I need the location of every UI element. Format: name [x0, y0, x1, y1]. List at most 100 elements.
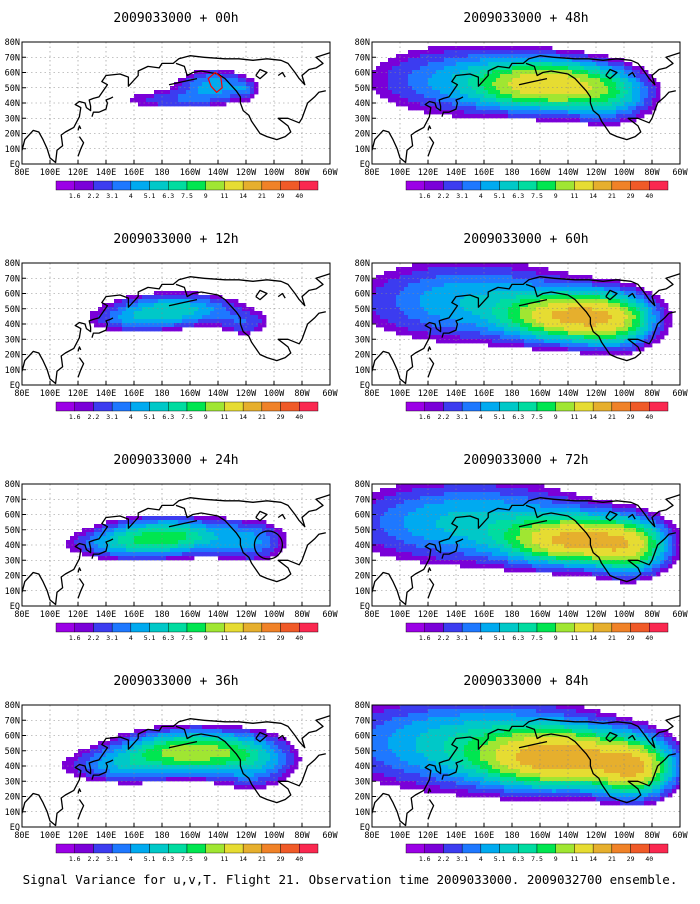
field-cell	[600, 283, 604, 287]
colorbar-label: 14	[239, 855, 247, 863]
field-cell	[528, 343, 532, 347]
field-cell	[596, 319, 600, 323]
field-cell	[520, 66, 524, 70]
colorbar-swatch	[593, 181, 612, 190]
field-cell	[488, 98, 492, 102]
field-cell	[460, 275, 464, 279]
field-cell	[278, 757, 282, 761]
field-cell	[166, 757, 170, 761]
field-cell	[278, 528, 282, 532]
field-cell	[444, 307, 448, 311]
field-cell	[376, 307, 380, 311]
field-cell	[516, 307, 520, 311]
field-cell	[596, 74, 600, 78]
field-cell	[372, 500, 376, 504]
field-cell	[262, 536, 266, 540]
field-cell	[456, 114, 460, 118]
field-cell	[572, 118, 576, 122]
field-cell	[190, 82, 194, 86]
field-cell	[624, 66, 628, 70]
field-cell	[472, 50, 476, 54]
field-cell	[460, 62, 464, 66]
colorbar-swatch	[187, 844, 206, 853]
field-cell	[436, 271, 440, 275]
colorbar-label: 21	[258, 634, 266, 642]
field-cell	[146, 98, 150, 102]
y-tick-label: 80N	[355, 38, 370, 48]
field-cell	[504, 299, 508, 303]
field-cell	[484, 283, 488, 287]
field-cell	[400, 74, 404, 78]
field-cell	[250, 536, 254, 540]
field-cell	[596, 78, 600, 82]
field-cell	[380, 540, 384, 544]
map-panel-48h: 2009033000 + 48hEQ10N20N30N40N50N60N70N8…	[355, 11, 689, 200]
field-cell	[524, 267, 528, 271]
field-cell	[596, 62, 600, 66]
field-cell	[572, 102, 576, 106]
field-cell	[616, 118, 620, 122]
field-cell	[560, 106, 564, 110]
field-cell	[122, 327, 126, 331]
y-tick-label: 30N	[5, 335, 20, 345]
field-cell	[528, 98, 532, 102]
field-cell	[206, 319, 210, 323]
field-cell	[392, 74, 396, 78]
field-cell	[520, 307, 524, 311]
field-cell	[448, 50, 452, 54]
field-cell	[218, 536, 222, 540]
field-cell	[576, 90, 580, 94]
field-cell	[262, 540, 266, 544]
field-cell	[512, 335, 516, 339]
field-cell	[210, 102, 214, 106]
field-cell	[496, 303, 500, 307]
field-cell	[504, 323, 508, 327]
field-cell	[210, 737, 214, 741]
field-cell	[138, 524, 142, 528]
field-cell	[524, 319, 528, 323]
field-cell	[548, 82, 552, 86]
field-cell	[250, 544, 254, 548]
field-cell	[412, 271, 416, 275]
field-cell	[504, 82, 508, 86]
field-cell	[206, 528, 210, 532]
field-cell	[560, 50, 564, 54]
field-cell	[254, 82, 258, 86]
field-cell	[440, 50, 444, 54]
field-cell	[154, 295, 158, 299]
field-cell	[584, 114, 588, 118]
field-cell	[604, 110, 608, 114]
field-cell	[444, 263, 448, 267]
field-cell	[182, 303, 186, 307]
field-cell	[624, 307, 628, 311]
colorbar-label: 5.1	[144, 192, 156, 200]
field-cell	[222, 315, 226, 319]
field-cell	[540, 339, 544, 343]
field-cell	[612, 303, 616, 307]
field-cell	[226, 548, 230, 552]
field-cell	[234, 323, 238, 327]
field-cell	[456, 315, 460, 319]
field-cell	[540, 335, 544, 339]
field-cell	[416, 106, 420, 110]
field-cell	[246, 520, 250, 524]
field-cell	[552, 50, 556, 54]
field-cell	[372, 287, 376, 291]
colorbar-swatch	[75, 402, 94, 411]
field-cell	[412, 299, 416, 303]
field-cell	[432, 267, 436, 271]
field-cell	[166, 532, 170, 536]
field-cell	[262, 315, 266, 319]
field-cell	[126, 319, 130, 323]
field-cell	[488, 307, 492, 311]
field-cell	[612, 110, 616, 114]
field-cell	[492, 46, 496, 50]
field-cell	[456, 90, 460, 94]
field-cell	[254, 777, 258, 781]
field-cell	[456, 271, 460, 275]
field-cell	[170, 765, 174, 769]
field-cell	[464, 323, 468, 327]
field-cell	[110, 777, 114, 781]
